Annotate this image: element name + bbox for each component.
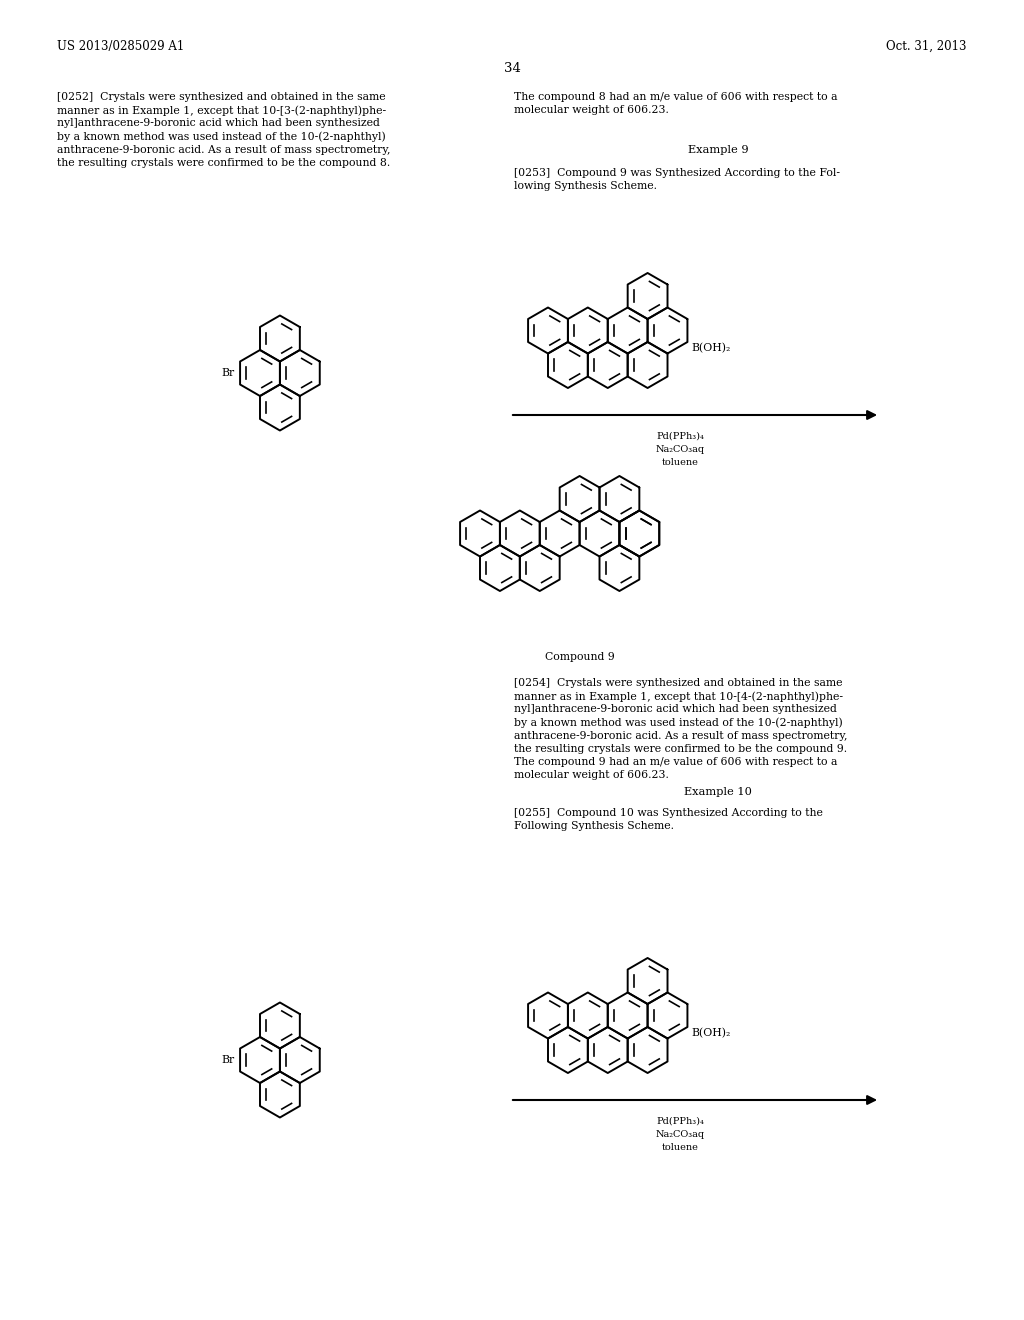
Text: the resulting crystals were confirmed to be the compound 8.: the resulting crystals were confirmed to… — [57, 158, 390, 168]
Text: anthracene-9-boronic acid. As a result of mass spectrometry,: anthracene-9-boronic acid. As a result o… — [57, 145, 390, 154]
Text: molecular weight of 606.23.: molecular weight of 606.23. — [514, 771, 669, 780]
Text: B(OH)₂: B(OH)₂ — [691, 343, 731, 352]
Text: The compound 8 had an m/e value of 606 with respect to a: The compound 8 had an m/e value of 606 w… — [514, 92, 838, 102]
Text: by a known method was used instead of the 10-(2-naphthyl): by a known method was used instead of th… — [57, 132, 386, 143]
Text: by a known method was used instead of the 10-(2-naphthyl): by a known method was used instead of th… — [514, 718, 843, 729]
Text: 34: 34 — [504, 62, 520, 75]
Text: [0255]  Compound 10 was Synthesized According to the: [0255] Compound 10 was Synthesized Accor… — [514, 808, 823, 818]
Text: Pd(PPh₃)₄: Pd(PPh₃)₄ — [656, 432, 703, 441]
Text: nyl]anthracene-9-boronic acid which had been synthesized: nyl]anthracene-9-boronic acid which had … — [57, 119, 380, 128]
Text: lowing Synthesis Scheme.: lowing Synthesis Scheme. — [514, 181, 657, 191]
Text: Na₂CO₃aq: Na₂CO₃aq — [655, 445, 705, 454]
Text: Example 10: Example 10 — [684, 787, 752, 797]
Text: [0252]  Crystals were synthesized and obtained in the same: [0252] Crystals were synthesized and obt… — [57, 92, 386, 102]
Text: nyl]anthracene-9-boronic acid which had been synthesized: nyl]anthracene-9-boronic acid which had … — [514, 705, 837, 714]
Text: Oct. 31, 2013: Oct. 31, 2013 — [887, 40, 967, 53]
Text: toluene: toluene — [662, 458, 698, 467]
Text: Compound 9: Compound 9 — [545, 652, 614, 663]
Text: US 2013/0285029 A1: US 2013/0285029 A1 — [57, 40, 184, 53]
Text: Following Synthesis Scheme.: Following Synthesis Scheme. — [514, 821, 674, 832]
Text: molecular weight of 606.23.: molecular weight of 606.23. — [514, 106, 669, 115]
Text: [0253]  Compound 9 was Synthesized According to the Fol-: [0253] Compound 9 was Synthesized Accord… — [514, 168, 840, 178]
Text: Pd(PPh₃)₄: Pd(PPh₃)₄ — [656, 1117, 703, 1126]
Text: toluene: toluene — [662, 1143, 698, 1152]
Text: B(OH)₂: B(OH)₂ — [691, 1027, 731, 1038]
Text: manner as in Example 1, except that 10-[3-(2-naphthyl)phe-: manner as in Example 1, except that 10-[… — [57, 106, 386, 116]
Text: The compound 9 had an m/e value of 606 with respect to a: The compound 9 had an m/e value of 606 w… — [514, 758, 838, 767]
Text: Na₂CO₃aq: Na₂CO₃aq — [655, 1130, 705, 1139]
Text: anthracene-9-boronic acid. As a result of mass spectrometry,: anthracene-9-boronic acid. As a result o… — [514, 731, 848, 741]
Text: the resulting crystals were confirmed to be the compound 9.: the resulting crystals were confirmed to… — [514, 744, 847, 754]
Text: Example 9: Example 9 — [688, 145, 749, 154]
Text: Br: Br — [221, 1055, 234, 1065]
Text: manner as in Example 1, except that 10-[4-(2-naphthyl)phe-: manner as in Example 1, except that 10-[… — [514, 692, 843, 702]
Text: Br: Br — [221, 368, 234, 378]
Text: [0254]  Crystals were synthesized and obtained in the same: [0254] Crystals were synthesized and obt… — [514, 678, 843, 688]
